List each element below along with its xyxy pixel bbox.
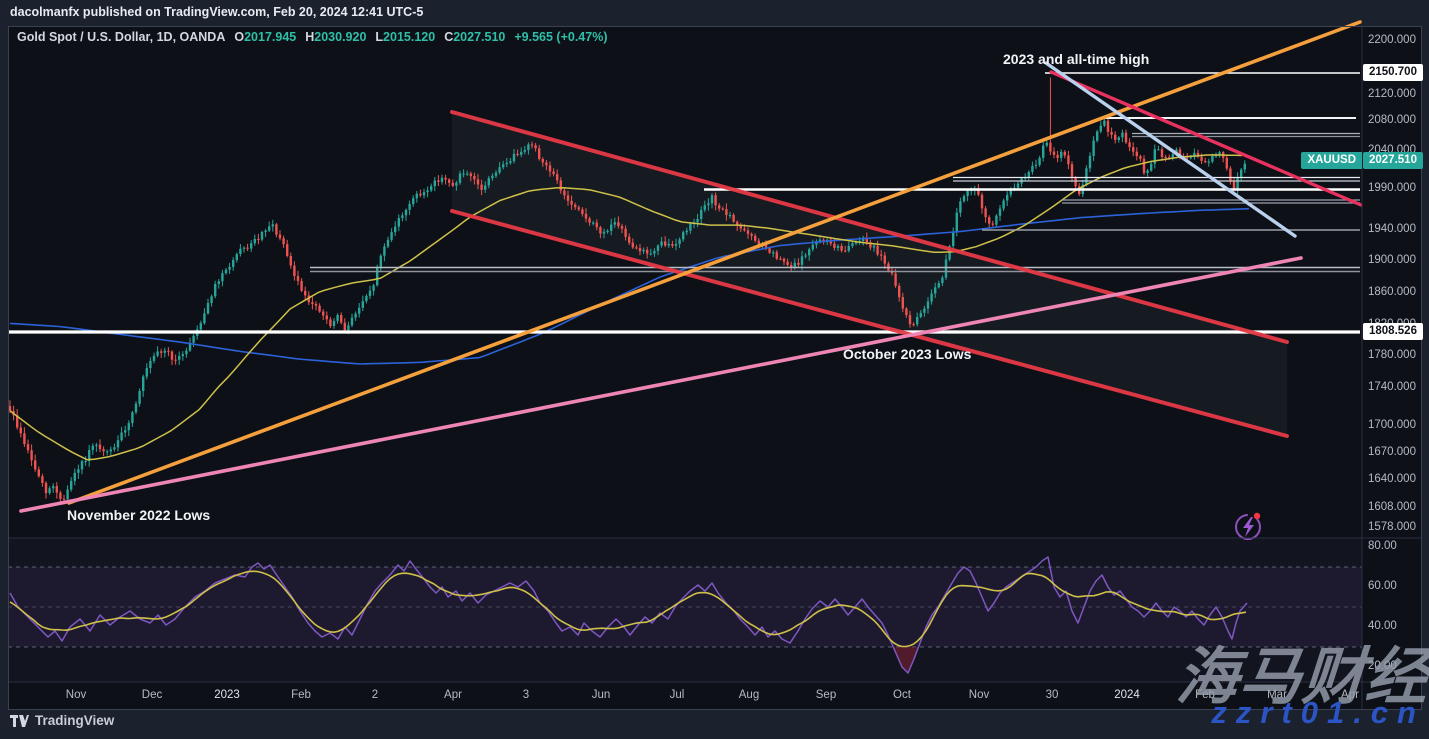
publish-info-bar: dacolmanfx published on TradingView.com,… xyxy=(10,5,423,19)
boost-flash-icon[interactable] xyxy=(1235,512,1261,540)
price-label-ath: 2150.700 xyxy=(1363,64,1423,81)
ohlc-close: C2027.510 xyxy=(444,30,505,44)
price-tick: 1640.000 xyxy=(1368,473,1416,485)
symbol-tag: XAUUSD xyxy=(1301,152,1362,169)
ohlc-high-value: 2030.920 xyxy=(314,30,367,44)
price-tick: 1608.000 xyxy=(1368,501,1416,513)
time-tick: 2024 xyxy=(1114,689,1140,701)
time-tick: Dec xyxy=(141,689,163,701)
price-tick: 2200.000 xyxy=(1368,34,1416,46)
rsi-tick: 60.00 xyxy=(1368,580,1397,592)
price-tick: 1700.000 xyxy=(1368,419,1416,431)
ohlc-open-value: 2017.945 xyxy=(244,30,297,44)
time-tick: 2023 xyxy=(214,689,240,701)
footer-bar: TradingView xyxy=(10,713,114,728)
time-tick: Apr xyxy=(444,689,462,701)
rsi-tick: 80.00 xyxy=(1368,540,1397,552)
price-tick: 2080.000 xyxy=(1368,114,1416,126)
time-tick: Jul xyxy=(669,689,685,701)
ohlc-low: L2015.120 xyxy=(375,30,435,44)
ohlc-high-label: H xyxy=(305,30,315,44)
time-tick: Feb xyxy=(1195,689,1215,701)
time-tick: Apr xyxy=(1341,689,1359,701)
time-tick: Nov xyxy=(65,689,87,701)
rsi-tick: 20.00 xyxy=(1368,660,1397,672)
price-tick: 1860.000 xyxy=(1368,286,1416,298)
ohlc-high: H2030.920 xyxy=(305,30,366,44)
watermark-url: zzrt01.cn xyxy=(1211,695,1425,730)
symbol-header: Gold Spot / U.S. Dollar, 1D, OANDA O2017… xyxy=(17,30,607,44)
price-tick: 1670.000 xyxy=(1368,446,1416,458)
annotation-november-2022-lows: November 2022 Lows xyxy=(67,507,211,523)
time-tick: 2 xyxy=(371,689,379,701)
time-tick: Jun xyxy=(591,689,611,701)
price-tick: 2120.000 xyxy=(1368,88,1416,100)
symbol-title[interactable]: Gold Spot / U.S. Dollar, 1D, OANDA xyxy=(17,30,226,44)
price-label-support: 1808.526 xyxy=(1363,323,1423,340)
ohlc-close-value: 2027.510 xyxy=(453,30,506,44)
price-change: +9.565 (+0.47%) xyxy=(514,30,608,44)
ohlc-open-label: O xyxy=(234,30,245,44)
time-tick: 30 xyxy=(1045,689,1059,701)
time-tick: Feb xyxy=(291,689,311,701)
ohlc-close-label: C xyxy=(444,30,454,44)
ohlc-open: O2017.945 xyxy=(234,30,296,44)
annotation-october-2023-lows: October 2023 Lows xyxy=(843,346,972,362)
price-tick: 1990.000 xyxy=(1368,182,1416,194)
price-label-current: 2027.510 xyxy=(1363,152,1423,169)
annotation-all-time-high: 2023 and all-time high xyxy=(1003,51,1150,67)
time-tick: 3 xyxy=(522,689,530,701)
ohlc-low-value: 2015.120 xyxy=(383,30,436,44)
price-tick: 1940.000 xyxy=(1368,223,1416,235)
tradingview-logo-icon[interactable] xyxy=(10,714,29,728)
price-tick: 1740.000 xyxy=(1368,381,1416,393)
time-tick: Sep xyxy=(815,689,837,701)
time-tick: Nov xyxy=(968,689,990,701)
tradingview-brand[interactable]: TradingView xyxy=(35,713,115,728)
ohlc-low-label: L xyxy=(375,30,384,44)
price-tick: 1780.000 xyxy=(1368,349,1416,361)
price-tick: 1900.000 xyxy=(1368,254,1416,266)
rsi-tick: 40.00 xyxy=(1368,620,1397,632)
publish-info-text[interactable]: dacolmanfx published on TradingView.com,… xyxy=(10,5,424,19)
time-tick: Mar xyxy=(1267,689,1287,701)
price-tick: 1578.000 xyxy=(1368,521,1416,533)
time-tick: Aug xyxy=(738,689,760,701)
time-tick: Oct xyxy=(893,689,911,701)
